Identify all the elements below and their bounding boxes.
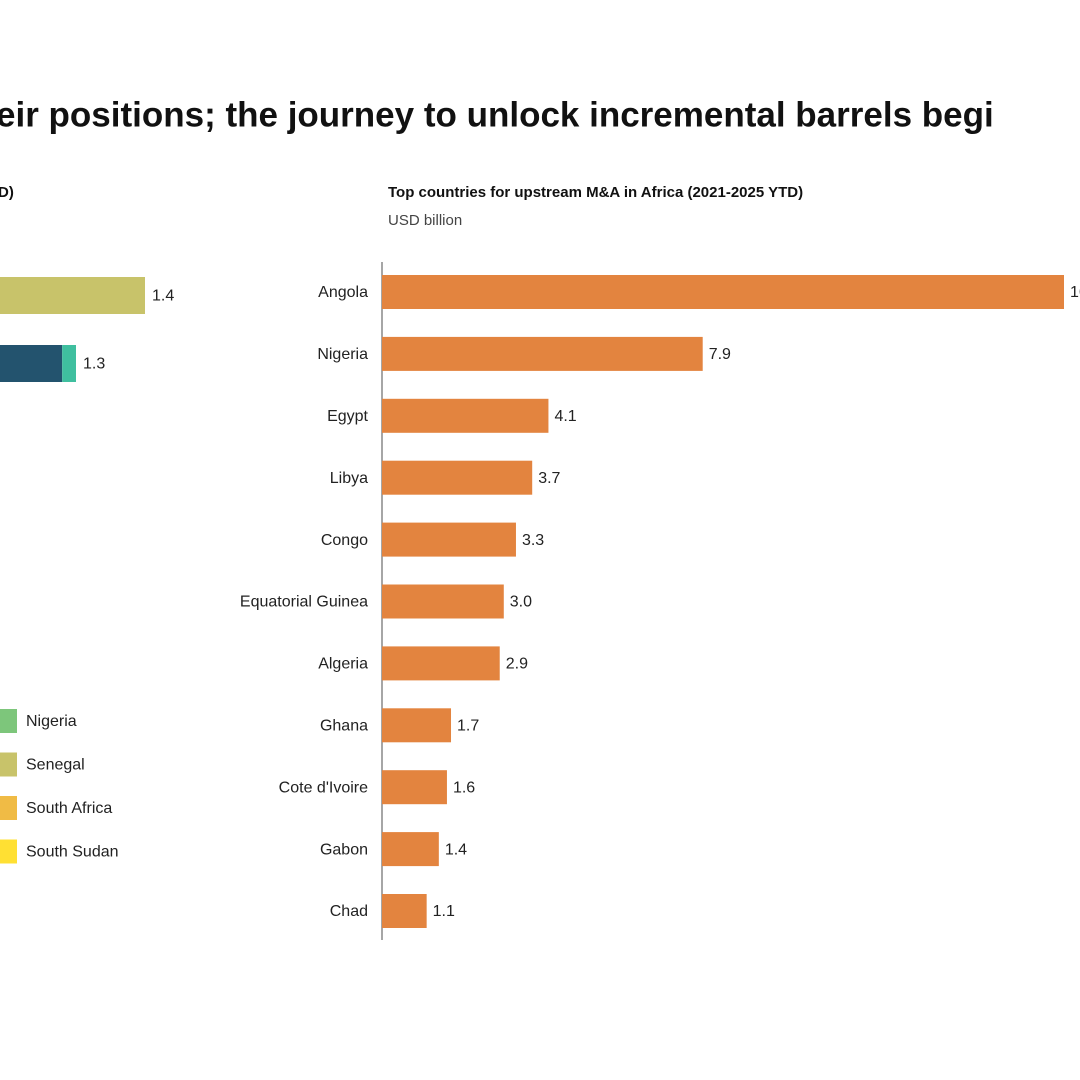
value-label: 16.8	[1070, 284, 1080, 301]
bar	[382, 832, 439, 867]
legend-label: South Africa	[26, 800, 112, 817]
legend-swatch	[0, 752, 17, 777]
bar-segment	[0, 277, 145, 314]
y-tick-label: Libya	[330, 470, 368, 487]
y-tick-label: Ghana	[320, 718, 368, 735]
chart-title: D)	[0, 184, 14, 201]
bar	[382, 336, 703, 371]
bar	[382, 894, 427, 928]
y-tick-label: Egypt	[327, 408, 368, 425]
y-tick-label: Angola	[318, 284, 368, 301]
legend-label: Nigeria	[26, 713, 77, 730]
bar	[382, 522, 516, 557]
y-tick-label: Equatorial Guinea	[240, 594, 368, 611]
legend-label: Senegal	[26, 757, 85, 774]
y-tick-label: Algeria	[318, 656, 368, 673]
legend-swatch	[0, 709, 17, 733]
value-label: 3.7	[538, 470, 560, 487]
bar-segment	[0, 345, 63, 382]
bar	[382, 708, 452, 743]
value-label: 1.7	[457, 718, 479, 735]
value-label: 1.4	[445, 841, 467, 858]
legend-swatch	[0, 796, 17, 820]
y-tick-label: Nigeria	[317, 346, 368, 363]
value-label: 1.6	[453, 779, 475, 796]
value-label: 3.3	[522, 532, 544, 549]
total-label: 1.4	[152, 288, 174, 305]
legend-swatch	[0, 839, 17, 864]
slide-title: eir positions; the journey to unlock inc…	[0, 95, 994, 134]
total-label: 1.3	[83, 356, 105, 373]
chart-subtitle: USD billion	[388, 212, 462, 229]
bar	[382, 275, 1064, 309]
value-label: 2.9	[506, 656, 528, 673]
y-tick-label: Chad	[330, 903, 368, 920]
bar	[382, 398, 549, 433]
bar	[382, 646, 500, 681]
bar	[382, 770, 447, 805]
value-label: 1.1	[433, 903, 455, 920]
value-label: 4.1	[554, 408, 576, 425]
value-label: 7.9	[709, 346, 731, 363]
bar	[382, 460, 533, 495]
y-tick-label: Congo	[321, 532, 368, 549]
bar-segment	[62, 345, 76, 382]
y-tick-label: Gabon	[320, 841, 368, 858]
y-tick-label: Cote d'Ivoire	[279, 779, 368, 796]
legend-label: South Sudan	[26, 844, 119, 861]
value-label: 3.0	[510, 594, 532, 611]
chart-title: Top countries for upstream M&A in Africa…	[388, 184, 803, 201]
bar	[382, 584, 504, 619]
